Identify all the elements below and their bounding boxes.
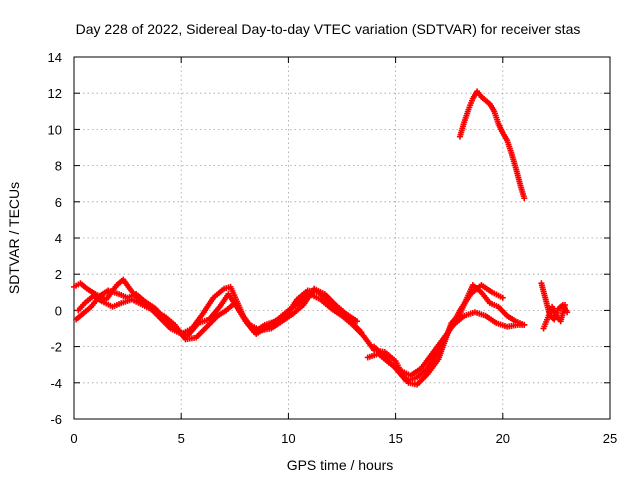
x-tick-label: 0 [70, 431, 77, 446]
data-points [71, 88, 571, 388]
data-point [358, 329, 365, 336]
y-axis-label: SDTVAR / TECUs [6, 182, 22, 294]
y-tick-label: 0 [55, 303, 62, 318]
y-tick-label: -4 [50, 376, 62, 391]
data-point [499, 294, 506, 301]
data-point [561, 301, 568, 308]
data-point [354, 318, 361, 325]
y-tick-label: 4 [55, 231, 62, 246]
x-tick-label: 25 [603, 431, 617, 446]
y-tick-label: 10 [48, 122, 62, 137]
y-tick-label: 8 [55, 159, 62, 174]
data-point [564, 309, 571, 316]
x-axis-label: GPS time / hours [287, 457, 394, 473]
grid-lines [74, 57, 610, 419]
y-tick-label: 6 [55, 195, 62, 210]
y-tick-label: -6 [50, 412, 62, 427]
y-tick-label: 14 [48, 50, 62, 65]
x-tick-label: 20 [496, 431, 510, 446]
axis-ticks: 0 5 10 15 20 25 -6 -4 -2 0 2 4 6 8 10 12 14 [48, 50, 618, 446]
y-tick-label: 12 [48, 86, 62, 101]
x-tick-label: 10 [281, 431, 295, 446]
data-point [521, 321, 528, 328]
y-tick-label: -2 [50, 340, 62, 355]
chart-title: Day 228 of 2022, Sidereal Day-to-day VTE… [76, 21, 581, 37]
x-tick-label: 15 [388, 431, 402, 446]
y-tick-label: 2 [55, 267, 62, 282]
x-tick-label: 5 [178, 431, 185, 446]
data-point [521, 195, 528, 202]
